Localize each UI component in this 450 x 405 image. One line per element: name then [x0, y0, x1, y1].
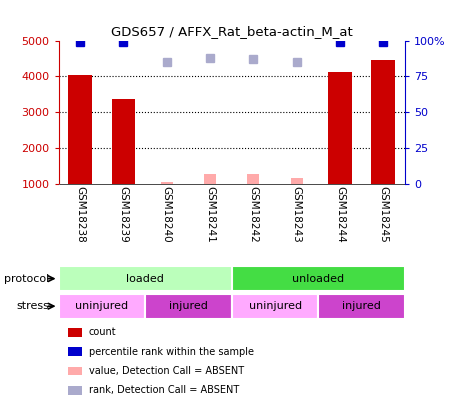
Bar [371, 60, 395, 184]
Text: uninjured: uninjured [75, 301, 128, 311]
Text: unloaded: unloaded [292, 274, 344, 284]
Bar [328, 72, 352, 184]
Text: GSM18245: GSM18245 [378, 186, 388, 243]
Text: GSM18241: GSM18241 [205, 186, 215, 243]
Text: loaded: loaded [126, 274, 164, 284]
Text: GSM18243: GSM18243 [292, 186, 302, 243]
Bar [68, 75, 92, 184]
Text: GSM18238: GSM18238 [75, 186, 85, 243]
Text: injured: injured [342, 301, 381, 311]
Text: value, Detection Call = ABSENT: value, Detection Call = ABSENT [89, 366, 244, 376]
Bar [145, 294, 232, 319]
Text: stress: stress [17, 301, 50, 311]
Bar [248, 174, 260, 184]
Bar [112, 99, 135, 184]
Text: injured: injured [169, 301, 208, 311]
Bar [58, 294, 145, 319]
Text: protocol: protocol [4, 274, 50, 284]
Bar [232, 294, 319, 319]
Title: GDS657 / AFFX_Rat_beta-actin_M_at: GDS657 / AFFX_Rat_beta-actin_M_at [111, 25, 353, 38]
Text: percentile rank within the sample: percentile rank within the sample [89, 347, 254, 356]
Text: GSM18244: GSM18244 [335, 186, 345, 243]
Bar [58, 266, 232, 291]
Text: rank, Detection Call = ABSENT: rank, Detection Call = ABSENT [89, 386, 239, 395]
Text: GSM18239: GSM18239 [118, 186, 128, 243]
Text: count: count [89, 327, 116, 337]
Text: GSM18240: GSM18240 [162, 186, 172, 243]
Text: GSM18242: GSM18242 [248, 186, 258, 243]
Bar [204, 174, 216, 184]
Text: uninjured: uninjured [248, 301, 302, 311]
Bar [291, 179, 303, 184]
Bar [161, 182, 173, 184]
Bar [232, 266, 405, 291]
Bar [319, 294, 405, 319]
